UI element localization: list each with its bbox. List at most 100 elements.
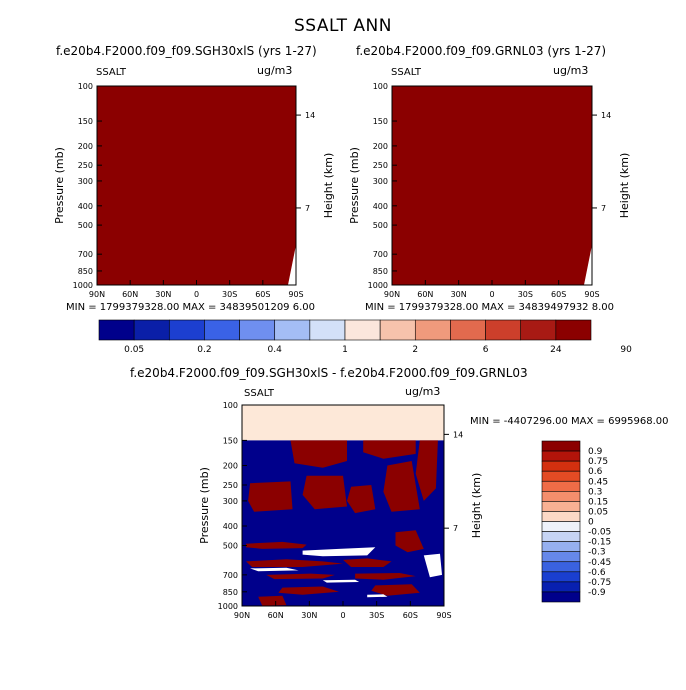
panel-1-title: f.e20b4.F2000.f09_f09.SGH30xlS (yrs 1-27… bbox=[56, 44, 317, 58]
diff-colorbar-label: -0.75 bbox=[588, 578, 611, 588]
panel-1-height-tick-label: 14 bbox=[305, 111, 315, 120]
top-colorbar-box bbox=[450, 319, 486, 341]
panel-1-ylabel: Pressure (mb) bbox=[53, 147, 66, 224]
panel-1-field bbox=[97, 86, 296, 285]
panel-2-ytick-label: 1000 bbox=[368, 281, 388, 290]
panel-1-xtick-label: 60S bbox=[255, 290, 270, 299]
top-colorbar-label: 2 bbox=[412, 345, 418, 355]
page-title: SSALT ANN bbox=[293, 16, 392, 36]
panel-3-red-region bbox=[246, 559, 343, 567]
panel-3-xtick-label: 90S bbox=[436, 611, 451, 620]
panel-2-ytick-label: 200 bbox=[373, 142, 388, 151]
panel-2-ylabel-right: Height (km) bbox=[618, 153, 631, 219]
panel-3-ytick-label: 250 bbox=[223, 481, 238, 490]
panel-3-ytick-label: 850 bbox=[223, 588, 238, 597]
diff-colorbar-box bbox=[541, 511, 581, 522]
panel-1-units-label: ug/m3 bbox=[257, 64, 293, 77]
top-colorbar-box bbox=[520, 319, 557, 341]
diff-colorbar-box bbox=[541, 470, 581, 482]
diff-colorbar-box bbox=[541, 591, 581, 603]
top-colorbar-label: 6 bbox=[483, 345, 489, 355]
diff-colorbar-label: 0.75 bbox=[588, 457, 608, 467]
panel-3-ylabel: Pressure (mb) bbox=[198, 467, 211, 544]
panel-1-xtick-label: 90N bbox=[89, 290, 105, 299]
diff-colorbar-label: -0.9 bbox=[588, 588, 606, 598]
top-colorbar-box bbox=[485, 319, 522, 341]
panel-1-xtick-label: 90S bbox=[288, 290, 303, 299]
diff-colorbar-box bbox=[541, 551, 581, 563]
panel-1-stats: MIN = 1799379328.00 MAX = 34839501209 6.… bbox=[66, 302, 315, 313]
panel-3-white-region bbox=[250, 567, 299, 572]
diff-colorbar-box bbox=[541, 561, 581, 573]
panel-1-ytick-label: 100 bbox=[78, 82, 93, 91]
panel-3-red-region bbox=[258, 595, 287, 606]
diff-colorbar-label: 0 bbox=[588, 518, 594, 528]
panel-2-units-label: ug/m3 bbox=[553, 64, 589, 77]
panel-2-surface-mask bbox=[584, 245, 592, 285]
diff-colorbar-label: -0.05 bbox=[588, 528, 611, 538]
top-colorbar-label: 0.05 bbox=[124, 345, 144, 355]
panel-1-ytick-label: 1000 bbox=[73, 281, 93, 290]
panel-2-ylabel: Pressure (mb) bbox=[348, 147, 361, 224]
panel-3-field-group bbox=[242, 405, 444, 606]
diff-colorbar-box bbox=[541, 440, 581, 452]
diff-colorbar-box bbox=[541, 521, 581, 532]
panel-2-ytick-label: 400 bbox=[373, 202, 388, 211]
panel-3-title: f.e20b4.F2000.f09_f09.SGH30xlS - f.e20b4… bbox=[130, 366, 528, 380]
panel-2-xtick-label: 90S bbox=[584, 290, 599, 299]
panel-3-variable-label: SSALT bbox=[244, 388, 275, 399]
panel-1-ytick-label: 250 bbox=[78, 161, 93, 170]
panel-3-red-region bbox=[278, 586, 339, 595]
panel-3-red-region bbox=[343, 558, 392, 567]
top-colorbar-box bbox=[98, 319, 135, 341]
panel-3-height-tick-label: 7 bbox=[453, 524, 458, 533]
panel-1-surface-mask bbox=[288, 245, 296, 285]
panel-2-ytick-label: 100 bbox=[373, 82, 388, 91]
panel-1-variable-label: SSALT bbox=[96, 67, 127, 78]
diff-colorbar-box bbox=[541, 460, 581, 472]
panel-3-units-label: ug/m3 bbox=[405, 385, 441, 398]
top-colorbar-label: 1 bbox=[342, 345, 348, 355]
panel-1-xtick-label: 30N bbox=[155, 290, 171, 299]
panel-2-ytick-label: 850 bbox=[373, 267, 388, 276]
panel-3-xtick-label: 60S bbox=[403, 611, 418, 620]
diff-colorbar-label: 0.45 bbox=[588, 477, 608, 487]
panel-3-xtick-label: 30S bbox=[369, 611, 384, 620]
diff-colorbar-box bbox=[541, 501, 581, 512]
panel-2-ytick-label: 150 bbox=[373, 117, 388, 126]
top-colorbar-box bbox=[168, 319, 205, 341]
diff-colorbar-box bbox=[541, 541, 581, 552]
diff-colorbar-label: -0.45 bbox=[588, 558, 611, 568]
top-colorbar-box bbox=[309, 319, 346, 341]
panel-1-ytick-label: 500 bbox=[78, 221, 93, 230]
top-colorbar-label: 0.2 bbox=[197, 345, 211, 355]
top-colorbar-box bbox=[344, 319, 381, 341]
panel-1-ytick-label: 300 bbox=[78, 177, 93, 186]
diff-colorbar-box bbox=[541, 480, 581, 492]
panel-2-ytick-label: 700 bbox=[373, 250, 388, 259]
panel-3-xtick-label: 90N bbox=[234, 611, 250, 620]
panel-2-ytick-label: 500 bbox=[373, 221, 388, 230]
panel-3-red-region bbox=[355, 573, 416, 580]
panel-2-xtick-label: 0 bbox=[489, 290, 494, 299]
panel-3-red-region bbox=[363, 440, 416, 459]
diff-colorbar-box bbox=[541, 581, 581, 593]
panel-2-title: f.e20b4.F2000.f09_f09.GRNL03 (yrs 1-27) bbox=[356, 44, 607, 58]
diff-colorbar-label: 0.05 bbox=[588, 507, 608, 517]
panel-3-ytick-label: 700 bbox=[223, 571, 238, 580]
panel-3-red-region bbox=[302, 475, 347, 510]
panel-2-xtick-label: 60S bbox=[551, 290, 566, 299]
panel-3-ytick-label: 500 bbox=[223, 541, 238, 550]
panel-1-height-tick-label: 7 bbox=[305, 204, 310, 213]
panel-3-red-region bbox=[248, 481, 293, 512]
diff-colorbar-box bbox=[541, 571, 581, 583]
panel-3-white-region bbox=[423, 553, 442, 578]
diff-colorbar-label: 0.3 bbox=[588, 487, 602, 497]
panel-2-stats: MIN = 1799379328.00 MAX = 34839497932 8.… bbox=[365, 302, 614, 313]
panel-3-ytick-label: 400 bbox=[223, 522, 238, 531]
panel-3-ytick-label: 150 bbox=[223, 436, 238, 445]
panel-2-xtick-label: 60N bbox=[417, 290, 433, 299]
panel-3-red-region bbox=[290, 440, 347, 468]
top-colorbar-box bbox=[239, 319, 276, 341]
